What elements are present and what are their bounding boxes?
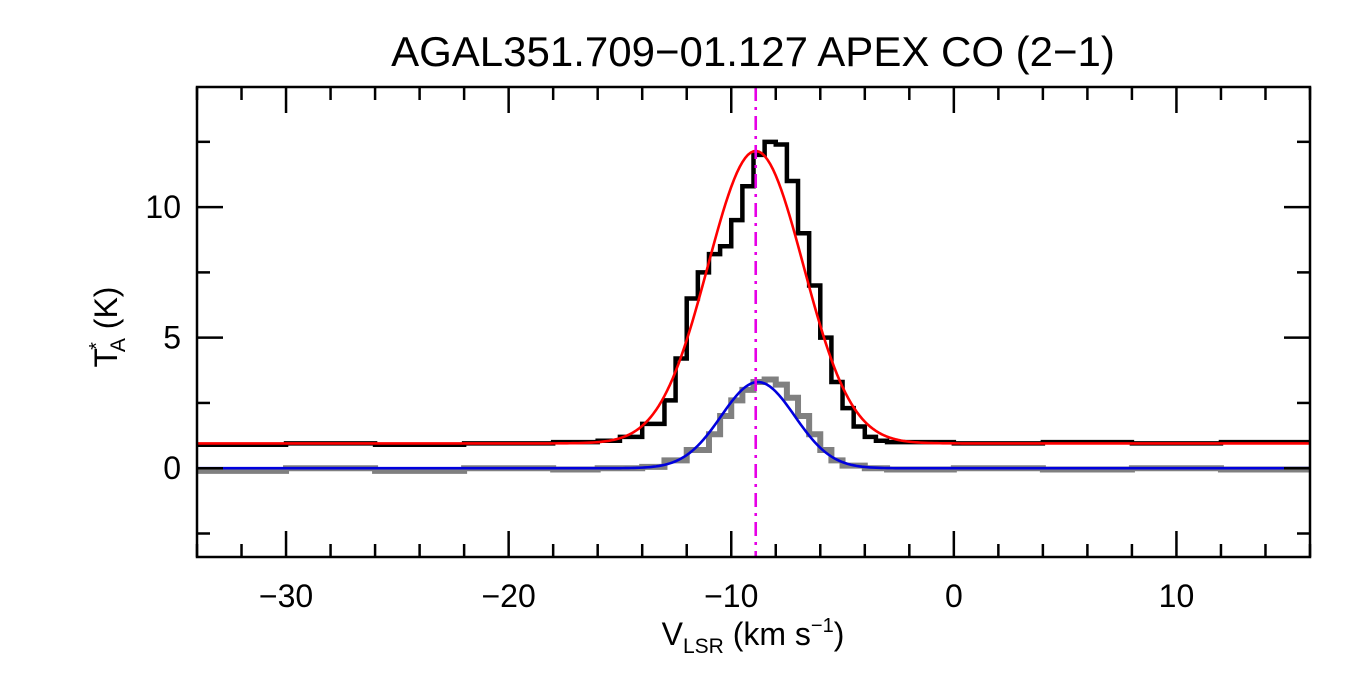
x-tick-label: −30 (259, 578, 313, 614)
plot-curves (197, 87, 1310, 557)
x-axis-label: VLSR (km s−1) (662, 615, 845, 658)
plot-frame (195, 85, 1312, 559)
x-tick-label: −20 (481, 578, 535, 614)
axis-tick-labels: −30 −20 −10 0 10 0 5 10 (145, 189, 1194, 614)
y-tick-label: 0 (163, 450, 181, 486)
series-3-fit (197, 380, 1310, 470)
series-0-step (197, 139, 1310, 447)
x-tick-label: 0 (945, 578, 963, 614)
y-tick-label: 5 (163, 320, 181, 356)
y-tick-label: 10 (145, 189, 181, 225)
x-tick-label: 10 (1159, 578, 1195, 614)
x-tick-label: −10 (704, 578, 758, 614)
y-axis-label: T*A (K) (86, 287, 130, 368)
chart-title: AGAL351.709−01.127 APEX CO (2−1) (391, 28, 1115, 75)
series-2-fit (197, 149, 1310, 445)
series-1-step (197, 376, 1310, 474)
